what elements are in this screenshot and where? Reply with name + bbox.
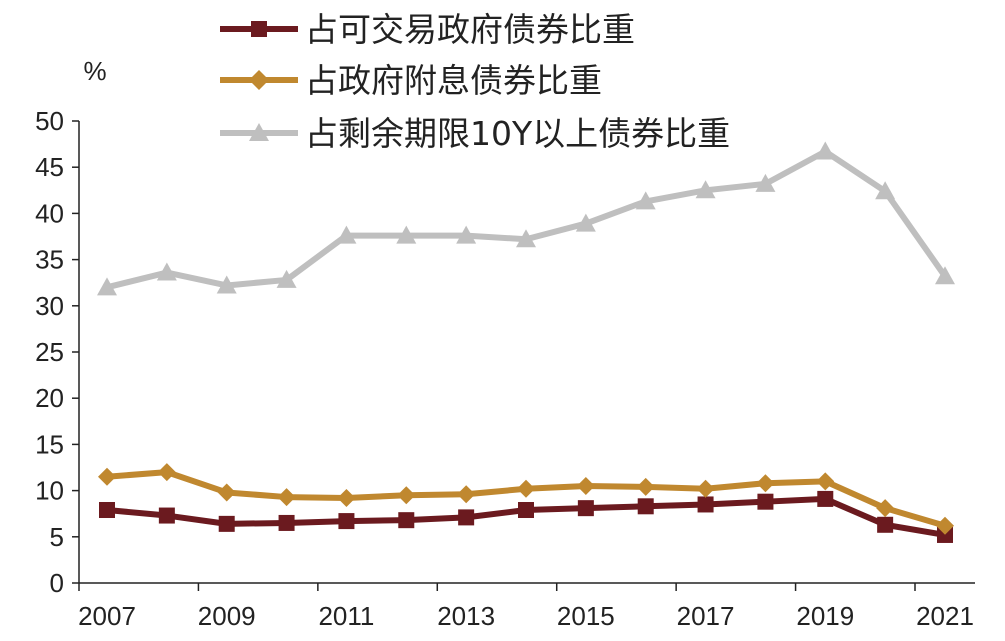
data-point-coupon xyxy=(696,479,715,498)
data-point-tradable xyxy=(577,500,594,517)
data-point-tradable xyxy=(99,502,115,519)
y-tick-label: 0 xyxy=(50,568,64,598)
data-point-coupon xyxy=(576,476,595,495)
x-tick-label: 2017 xyxy=(677,601,735,631)
y-tick-label: 35 xyxy=(35,245,64,275)
y-tick-label: 25 xyxy=(35,337,64,367)
x-tick-label: 2007 xyxy=(78,601,136,631)
legend: 占可交易政府债券比重 占政府附息债券比重 占剩余期限10Y以上债券比重 xyxy=(220,10,730,153)
data-point-long-maturity xyxy=(635,191,656,210)
data-point-long-maturity xyxy=(935,266,955,285)
legend-label-long-maturity: 占剩余期限10Y以上债券比重 xyxy=(305,114,730,153)
data-point-coupon xyxy=(517,479,535,498)
y-tick-label: 10 xyxy=(35,476,64,506)
data-point-long-maturity xyxy=(156,262,177,281)
y-axis-ticks: 0 5 10 15 20 25 30 35 40 45 50 xyxy=(35,106,79,598)
data-point-long-maturity xyxy=(97,277,117,296)
data-point-tradable xyxy=(398,512,415,529)
x-tick-label: 2013 xyxy=(437,601,495,631)
data-point-tradable xyxy=(697,496,714,513)
y-tick-label: 45 xyxy=(35,152,64,182)
series-line-long-maturity xyxy=(106,148,948,291)
x-tick-label: 2011 xyxy=(318,601,374,631)
data-point-tradable xyxy=(158,507,175,524)
data-point-long-maturity xyxy=(456,225,477,244)
legend-label-tradable: 占可交易政府债券比重 xyxy=(305,10,635,49)
data-point-coupon xyxy=(157,463,176,482)
data-point-tradable xyxy=(458,509,475,526)
data-point-tradable xyxy=(518,502,534,519)
legend-label-coupon: 占政府附息债券比重 xyxy=(305,61,602,100)
data-point-coupon xyxy=(756,474,775,493)
y-tick-label: 5 xyxy=(50,522,64,552)
data-point-long-maturity xyxy=(875,181,896,200)
data-point-coupon xyxy=(337,488,356,507)
data-point-coupon xyxy=(397,486,416,505)
data-point-coupon xyxy=(876,499,895,518)
data-point-coupon xyxy=(636,477,655,496)
x-tick-label: 2015 xyxy=(557,601,615,631)
legend-entry-long-maturity: 占剩余期限10Y以上债券比重 xyxy=(220,114,730,153)
data-point-tradable xyxy=(637,498,654,515)
data-point-coupon xyxy=(277,488,296,507)
series-layer xyxy=(97,141,955,543)
x-axis-ticks: 2007 2009 2011 2013 2015 2017 2019 2021 xyxy=(78,583,974,631)
data-point-coupon xyxy=(816,472,835,491)
data-point-tradable xyxy=(877,516,894,533)
data-point-long-maturity xyxy=(516,229,536,248)
y-tick-label: 15 xyxy=(35,429,64,459)
y-tick-label: 30 xyxy=(35,291,64,321)
y-tick-label: 50 xyxy=(35,106,64,136)
legend-marker-triangle xyxy=(249,123,269,141)
data-point-long-maturity xyxy=(396,225,417,244)
data-point-tradable xyxy=(757,493,774,510)
legend-marker-diamond xyxy=(249,70,269,90)
data-point-tradable xyxy=(937,526,953,543)
data-point-long-maturity xyxy=(216,275,237,294)
data-point-coupon xyxy=(217,483,236,502)
data-point-long-maturity xyxy=(815,141,836,160)
y-tick-label: 20 xyxy=(35,383,64,413)
y-tick-label: 40 xyxy=(35,198,64,228)
y-axis-unit-label: % xyxy=(83,56,106,86)
data-point-long-maturity xyxy=(755,173,776,192)
legend-entry-tradable: 占可交易政府债券比重 xyxy=(220,10,635,49)
data-point-tradable xyxy=(338,513,355,530)
data-point-long-maturity xyxy=(575,213,596,232)
legend-marker-square xyxy=(251,21,267,37)
data-point-long-maturity xyxy=(336,225,357,244)
data-point-tradable xyxy=(817,490,834,507)
x-tick-label: 2019 xyxy=(796,601,854,631)
x-tick-label: 2009 xyxy=(198,601,256,631)
data-point-long-maturity xyxy=(695,180,716,199)
x-tick-label: 2021 xyxy=(916,601,974,631)
legend-entry-coupon: 占政府附息债券比重 xyxy=(220,61,602,100)
data-point-long-maturity xyxy=(276,269,297,288)
data-point-tradable xyxy=(278,514,295,531)
data-point-coupon xyxy=(936,516,954,535)
data-point-coupon xyxy=(457,485,476,504)
data-point-coupon xyxy=(98,467,116,486)
data-point-tradable xyxy=(218,515,235,532)
